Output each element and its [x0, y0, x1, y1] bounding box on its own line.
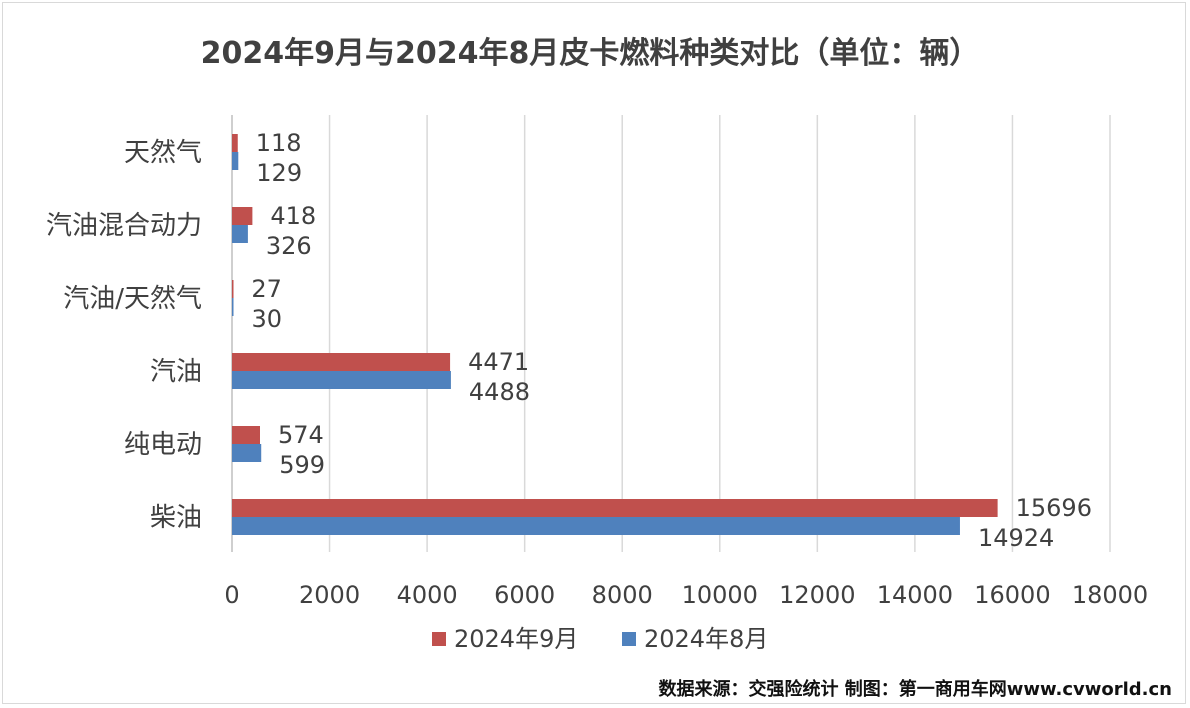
bar — [232, 353, 451, 371]
legend-swatch — [622, 632, 636, 646]
data-label: 15696 — [1016, 494, 1092, 522]
bar — [232, 426, 260, 444]
x-tick-label: 2000 — [299, 581, 360, 609]
category-label: 纯电动 — [124, 430, 202, 460]
bar — [232, 280, 234, 298]
data-label: 4488 — [469, 378, 530, 406]
legend-label: 2024年8月 — [644, 625, 768, 653]
bar — [232, 134, 238, 152]
gridlines — [231, 115, 1111, 552]
x-tick-label: 4000 — [397, 581, 458, 609]
chart-title: 2024年9月与2024年8月皮卡燃料种类对比（单位：辆） — [201, 36, 980, 71]
data-label: 4471 — [468, 348, 529, 376]
category-label: 汽油 — [150, 357, 202, 387]
x-tick-label: 16000 — [974, 581, 1050, 609]
legend-label: 2024年9月 — [454, 625, 578, 653]
data-label: 14924 — [978, 524, 1054, 552]
legend-swatch — [432, 632, 446, 646]
bar — [232, 371, 451, 389]
bar — [232, 225, 248, 243]
x-tick-label: 14000 — [877, 581, 953, 609]
x-tick-label: 18000 — [1072, 581, 1148, 609]
bar — [232, 207, 253, 225]
data-label: 599 — [279, 451, 325, 479]
bar — [232, 499, 998, 517]
data-label: 129 — [256, 159, 302, 187]
source-note: 数据来源：交强险统计 制图：第一商用车网www.cvworld.cn — [659, 678, 1173, 700]
x-tick-label: 8000 — [592, 581, 653, 609]
legend: 2024年9月 2024年8月 — [432, 625, 768, 653]
bar — [232, 517, 960, 535]
category-label: 汽油/天然气 — [63, 284, 202, 314]
x-tick-label: 10000 — [682, 581, 758, 609]
bars — [232, 134, 998, 535]
x-tick-label: 0 — [224, 581, 239, 609]
data-labels: 118 418 27 4471 574 15696 129 326 30 4488 599 14924 — [251, 129, 1092, 552]
data-label: 326 — [266, 232, 312, 260]
category-label: 柴油 — [150, 503, 202, 533]
data-label: 418 — [270, 202, 316, 230]
category-label: 汽油混合动力 — [46, 211, 202, 241]
data-label: 30 — [251, 305, 282, 333]
x-tick-label: 12000 — [779, 581, 855, 609]
category-label: 天然气 — [124, 138, 202, 168]
data-label: 574 — [278, 421, 324, 449]
x-tick-labels: 0 2000 4000 6000 8000 10000 12000 14000 16000 180… — [224, 581, 1148, 609]
bar — [232, 444, 262, 462]
data-label: 27 — [251, 275, 282, 303]
data-label: 118 — [256, 129, 302, 157]
bar — [232, 152, 239, 170]
x-tick-label: 6000 — [494, 581, 555, 609]
bar — [232, 298, 234, 316]
